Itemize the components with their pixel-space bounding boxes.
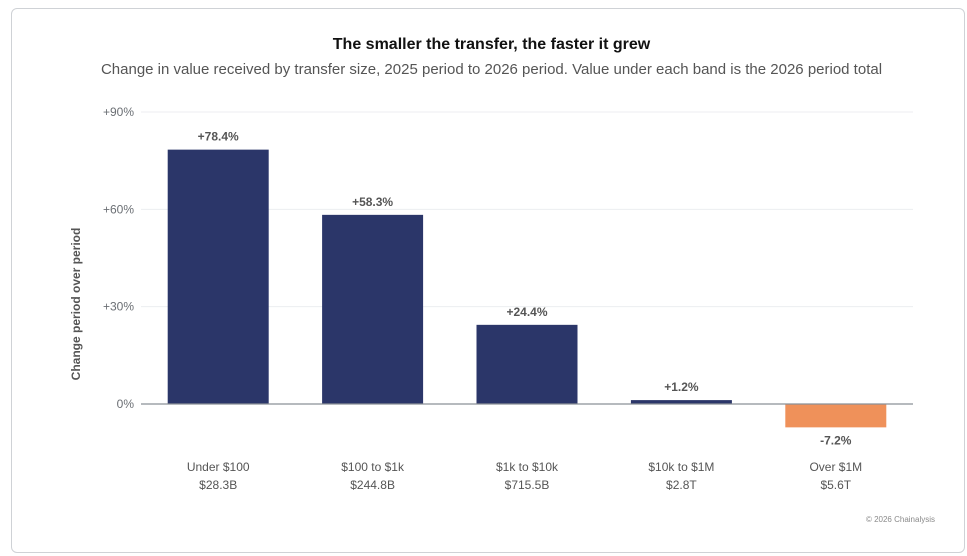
- x-tick-label: Under $100: [187, 460, 250, 474]
- x-tick-label: $10k to $1M: [648, 460, 714, 474]
- y-tick-label: +90%: [103, 105, 134, 119]
- data-label: +1.2%: [664, 380, 699, 394]
- x-tick-label: $100 to $1k: [341, 460, 405, 474]
- data-label: +78.4%: [198, 130, 239, 144]
- credit-text: © 2026 Chainalysis: [865, 515, 935, 524]
- bar: [785, 404, 887, 428]
- bar: [167, 149, 269, 404]
- y-tick-label: +60%: [103, 202, 134, 216]
- category-total-label: $244.8B: [350, 478, 395, 492]
- chart-subtitle: Change in value received by transfer siz…: [100, 61, 883, 78]
- category-total-label: $28.3B: [199, 478, 237, 492]
- category-total-label: $2.8T: [666, 478, 697, 492]
- x-tick-label: $1k to $10k: [496, 460, 559, 474]
- x-tick-label: Over $1M: [809, 460, 862, 474]
- y-tick-label: +30%: [103, 300, 134, 314]
- data-label: +58.3%: [352, 195, 393, 209]
- bar: [630, 400, 732, 404]
- category-total-label: $715.5B: [505, 478, 550, 492]
- y-tick-label: 0%: [117, 397, 135, 411]
- data-label: -7.2%: [820, 433, 852, 447]
- bar: [322, 214, 424, 404]
- chart-title: The smaller the transfer, the faster it …: [332, 36, 651, 53]
- category-total-label: $5.6T: [820, 478, 851, 492]
- data-label: +24.4%: [506, 305, 547, 319]
- bar: [476, 324, 578, 404]
